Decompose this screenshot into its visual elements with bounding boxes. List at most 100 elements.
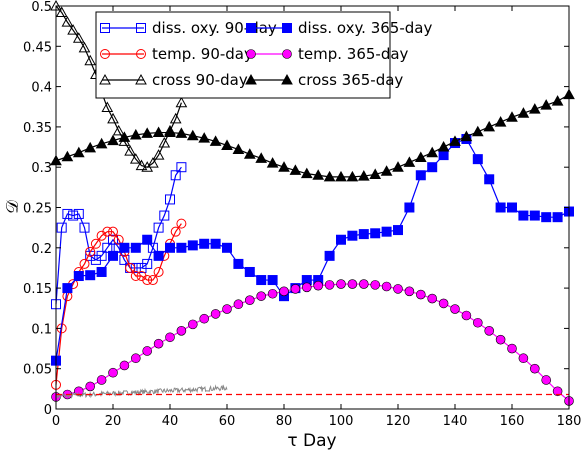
temp-90-day-point bbox=[153, 266, 164, 277]
cross-365-day-point bbox=[255, 152, 268, 163]
temp-90-day-point bbox=[102, 226, 113, 237]
cross-365-day-point bbox=[323, 170, 336, 182]
cross-365-day-point bbox=[278, 161, 290, 172]
diss-oxy-365-day-point bbox=[85, 270, 96, 281]
temp-365-day-point bbox=[108, 367, 118, 378]
temp-90-day-point bbox=[113, 234, 124, 245]
noisy-series bbox=[55, 384, 228, 399]
cross-90-day-point bbox=[67, 24, 79, 35]
temp-90-day-point bbox=[170, 226, 181, 237]
temp-365-day-point bbox=[188, 319, 198, 330]
diss-oxy-365-day-point bbox=[244, 266, 255, 277]
legend-item-diss-oxy-90-day: diss. oxy. 90-day bbox=[100, 19, 277, 37]
temp-365-day-point bbox=[541, 375, 552, 385]
diss-oxy-365-day-point bbox=[233, 258, 244, 269]
diss-oxy-365-day-point bbox=[552, 212, 563, 223]
diss-oxy-90-day-point bbox=[79, 222, 90, 233]
cross-365-day-point bbox=[186, 129, 199, 141]
temp-90-day-point bbox=[79, 258, 90, 269]
cross-90-day-point bbox=[158, 136, 171, 148]
cross-365-day-point bbox=[551, 95, 564, 106]
x-tick-label: 20 bbox=[105, 414, 122, 429]
temp-365-day-point bbox=[415, 289, 426, 300]
cross-365-day-point bbox=[289, 164, 302, 175]
y-tick-label: 0.2 bbox=[31, 242, 52, 257]
cross-365-day-point bbox=[266, 157, 279, 168]
cross-90-day-point bbox=[107, 112, 119, 124]
temp-365-day-point bbox=[518, 353, 529, 364]
legend-item-temp-365-day: temp. 365-day bbox=[246, 45, 409, 63]
legend-label: cross 365-day bbox=[298, 71, 403, 89]
legend-marker bbox=[246, 49, 256, 59]
cross-365-day-point bbox=[471, 125, 484, 137]
y-tick-label: 0.25 bbox=[23, 202, 52, 217]
cross-365-day-point bbox=[232, 143, 245, 154]
temp-90-day-series bbox=[51, 218, 187, 390]
temp-90-day-point bbox=[142, 275, 153, 286]
cross-365-day-point bbox=[221, 139, 233, 150]
y-tick-label: 0.1 bbox=[31, 322, 52, 337]
diss-oxy-365-day-point bbox=[529, 210, 540, 221]
diss-oxy-365-day-point bbox=[324, 250, 335, 261]
legend-item-cross-365-day: cross 365-day bbox=[245, 71, 403, 89]
temp-365-day-line bbox=[55, 283, 570, 402]
temp-365-day-point bbox=[450, 304, 460, 314]
temp-365-day-point bbox=[347, 279, 358, 289]
cross-365-day-point bbox=[392, 161, 404, 172]
temp-365-day-point bbox=[153, 338, 164, 349]
x-tick-label: 140 bbox=[443, 414, 468, 429]
cross-90-day-point bbox=[169, 112, 182, 124]
temp-365-day-point bbox=[381, 281, 392, 292]
temp-365-day-point bbox=[313, 280, 324, 291]
cross-365-day-point bbox=[152, 126, 165, 138]
cross-365-day-point bbox=[540, 99, 553, 110]
diss-oxy-90-day-point bbox=[130, 262, 141, 273]
temp-365-day-point bbox=[358, 279, 369, 289]
cross-365-day-point bbox=[426, 146, 439, 158]
cross-365-day-point bbox=[437, 141, 450, 152]
diss-oxy-90-day-point bbox=[147, 242, 158, 253]
temp-365-day-point bbox=[461, 310, 472, 321]
legend-item-temp-90-day: temp. 90-day bbox=[100, 45, 253, 63]
temp-365-day-point bbox=[256, 291, 267, 301]
cross-90-day-point bbox=[135, 159, 148, 171]
cross-90-day-point bbox=[78, 41, 91, 53]
cross-90-day-point bbox=[147, 157, 159, 168]
diss-oxy-90-day-point bbox=[165, 194, 175, 205]
temp-365-day-point bbox=[336, 279, 346, 289]
legend-item-cross-90-day: cross 90-day bbox=[99, 71, 248, 89]
temp-365-day-point bbox=[484, 326, 495, 336]
cross-90-day-point bbox=[55, 6, 68, 17]
legend-item-diss-oxy-365-day: diss. oxy. 365-day bbox=[246, 19, 432, 37]
x-tick-label: 180 bbox=[557, 414, 582, 429]
cross-365-day-point bbox=[118, 131, 131, 142]
diss-oxy-90-day-point bbox=[108, 234, 118, 245]
temp-90-day-point bbox=[85, 246, 96, 257]
x-tick-label: 0 bbox=[52, 414, 60, 429]
cross-90-day-point bbox=[129, 153, 142, 164]
cross-365-day-point bbox=[460, 130, 473, 142]
cross-90-day-point bbox=[101, 101, 114, 113]
legend-marker bbox=[100, 49, 110, 59]
diss-oxy-365-day-point bbox=[495, 202, 506, 213]
diss-oxy-365-day-point bbox=[347, 230, 358, 241]
diss-oxy-90-day-point bbox=[176, 162, 187, 173]
cross-365-day-point bbox=[141, 127, 154, 138]
y-axis-label: 𝒟 bbox=[3, 200, 23, 214]
diss-oxy-90-day-point bbox=[119, 254, 130, 265]
diss-oxy-365-day-series bbox=[51, 133, 574, 366]
x-tick-label: 40 bbox=[162, 414, 179, 429]
diss-oxy-365-day-point bbox=[393, 225, 403, 236]
diss-oxy-90-day-point bbox=[62, 208, 73, 219]
temp-365-day-point bbox=[427, 293, 438, 304]
diss-oxy-365-day-point bbox=[541, 212, 552, 223]
diss-oxy-365-day-point bbox=[415, 170, 426, 181]
cross-365-day-point bbox=[209, 135, 222, 146]
diss-oxy-365-day-point bbox=[256, 275, 267, 286]
cross-365-day-point bbox=[483, 120, 496, 132]
cross-90-day-line bbox=[55, 5, 182, 168]
diss-oxy-365-day-point bbox=[404, 202, 415, 213]
legend-label: temp. 90-day bbox=[152, 45, 253, 63]
diss-oxy-90-day-point bbox=[159, 210, 170, 221]
